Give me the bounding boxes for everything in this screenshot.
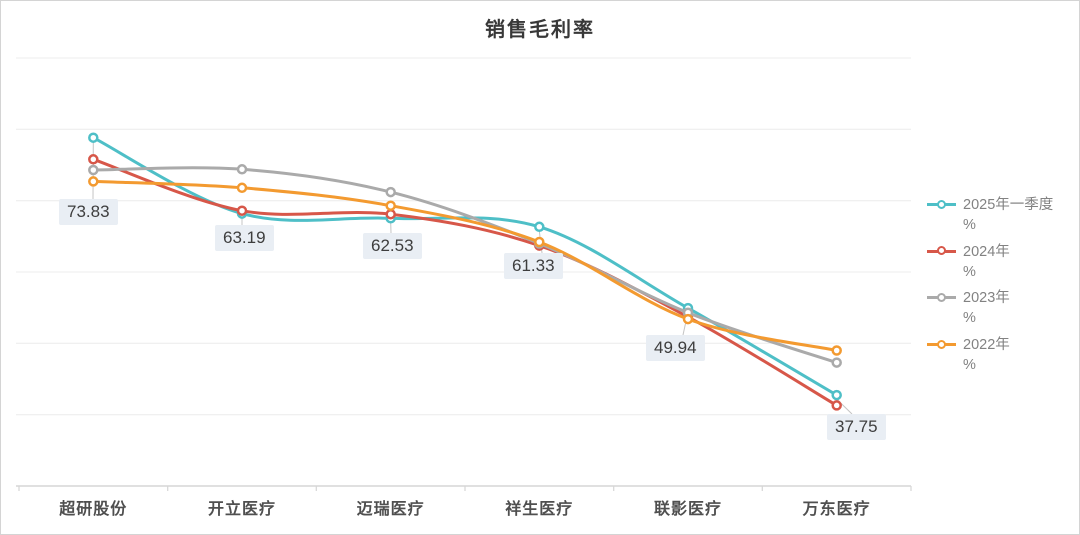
data-point-marker[interactable] bbox=[831, 345, 842, 356]
data-point-marker[interactable] bbox=[385, 200, 396, 211]
x-axis-label: 迈瑞医疗 bbox=[356, 501, 425, 518]
legend-label: 2023年 bbox=[963, 290, 1010, 307]
data-point-marker[interactable] bbox=[88, 154, 99, 165]
data-point-marker[interactable] bbox=[534, 236, 545, 248]
legend-item-2023[interactable]: 2023年 % bbox=[927, 288, 1010, 328]
data-point-marker[interactable] bbox=[88, 164, 99, 176]
x-axis-label: 祥生医疗 bbox=[505, 501, 574, 518]
legend-label: 2025年一季度 bbox=[963, 197, 1054, 213]
x-axis-label: 联影医疗 bbox=[653, 501, 722, 518]
legend-item-2025-q1[interactable]: 2025年一季度 % bbox=[927, 195, 1053, 235]
data-point-marker[interactable] bbox=[831, 389, 842, 401]
data-point-marker[interactable] bbox=[385, 186, 396, 198]
data-point-marker[interactable] bbox=[236, 182, 248, 194]
data-label: 62.53 bbox=[363, 233, 422, 259]
legend-unit: % bbox=[963, 217, 976, 233]
data-label: 37.75 bbox=[827, 414, 886, 440]
data-label: 63.19 bbox=[215, 225, 274, 251]
legend-unit: % bbox=[963, 263, 976, 280]
x-axis-label: 超研股份 bbox=[59, 501, 128, 518]
legend-item-2024[interactable]: 2024年 % bbox=[927, 242, 1010, 282]
legend-label: 2022年 bbox=[963, 337, 1010, 354]
legend-unit: % bbox=[963, 310, 976, 327]
legend-line-marker-icon bbox=[927, 339, 956, 349]
legend-unit: % bbox=[963, 357, 976, 374]
legend-line-marker-icon bbox=[927, 246, 956, 256]
data-label: 49.94 bbox=[646, 335, 705, 361]
data-point-marker[interactable] bbox=[534, 221, 545, 233]
x-axis-label: 开立医疗 bbox=[207, 501, 276, 518]
series-line-0[interactable] bbox=[91, 136, 839, 397]
data-label: 61.33 bbox=[504, 253, 563, 279]
series-line-3[interactable] bbox=[91, 179, 839, 352]
chart-title: 销售毛利率 bbox=[485, 19, 595, 41]
series-line-2[interactable] bbox=[91, 166, 839, 365]
legend: 2025年一季度 % 2024年 % 2023年 % 2022年 % bbox=[927, 1, 1077, 534]
data-point-marker[interactable] bbox=[236, 205, 248, 216]
legend-line-marker-icon bbox=[927, 292, 956, 302]
series-line-1[interactable] bbox=[91, 157, 839, 407]
data-point-marker[interactable] bbox=[88, 176, 99, 187]
data-point-marker[interactable] bbox=[88, 132, 99, 143]
legend-label: 2024年 bbox=[963, 243, 1010, 260]
data-point-marker[interactable] bbox=[831, 400, 842, 411]
data-label: 73.83 bbox=[59, 199, 118, 225]
legend-item-2022[interactable]: 2022年 % bbox=[927, 335, 1010, 375]
data-point-marker[interactable] bbox=[236, 164, 248, 175]
x-axis-label: 万东医疗 bbox=[802, 501, 871, 518]
data-point-marker[interactable] bbox=[682, 313, 694, 325]
data-point-marker[interactable] bbox=[385, 208, 396, 220]
legend-line-marker-icon bbox=[927, 199, 956, 209]
data-point-marker[interactable] bbox=[831, 357, 842, 368]
